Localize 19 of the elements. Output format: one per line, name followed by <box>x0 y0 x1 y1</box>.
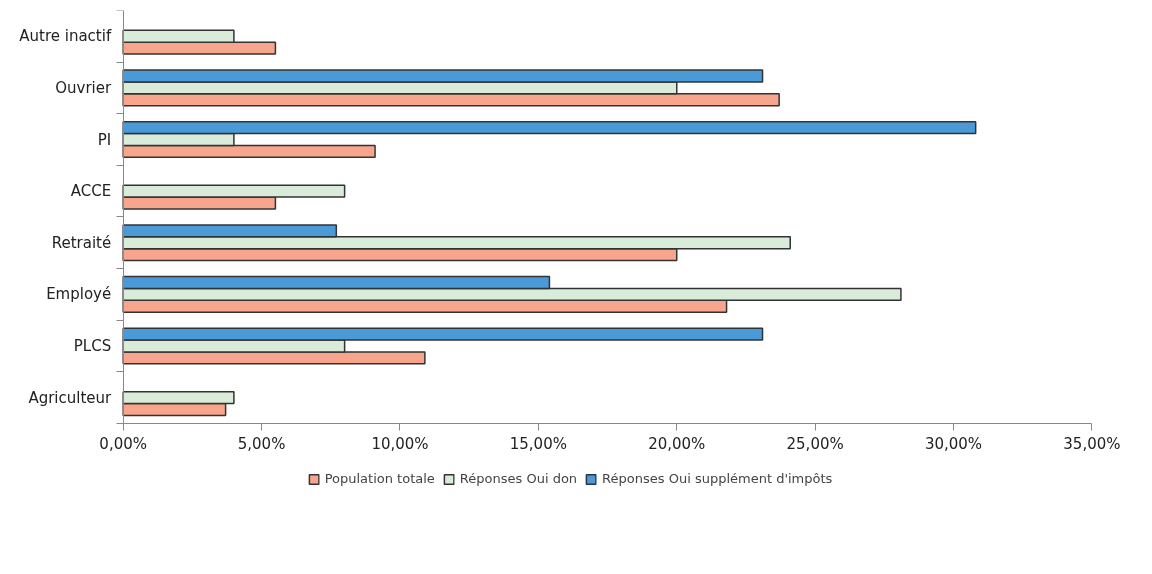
x-tick-label: 30,00% <box>924 435 983 454</box>
x-tick-label: 10,00% <box>371 435 429 454</box>
y-tick-label: Retraité <box>51 233 112 252</box>
x-tick-label: 5,00% <box>237 435 286 454</box>
y-tick-label: PLCS <box>73 336 112 355</box>
legend-label: Réponses Oui supplément d'impôts <box>602 471 833 486</box>
y-tick-label: Agriculteur <box>28 388 113 407</box>
x-tick-label: 15,00% <box>509 435 567 454</box>
legend-label: Réponses Oui don <box>459 471 578 486</box>
x-tick-label: 25,00% <box>786 435 844 454</box>
x-tick-label: 35,00% <box>1063 435 1121 454</box>
x-tick-label: 20,00% <box>648 435 706 454</box>
y-tick-label: Ouvrier <box>55 78 113 97</box>
y-tick-label: Employé <box>46 285 112 304</box>
y-tick-label: Autre inactif <box>19 27 112 46</box>
x-tick-label: 0,00% <box>99 435 148 454</box>
legend-label: Population totale <box>324 471 435 486</box>
y-tick-label: PI <box>97 130 112 149</box>
y-tick-label: ACCE <box>70 182 112 201</box>
